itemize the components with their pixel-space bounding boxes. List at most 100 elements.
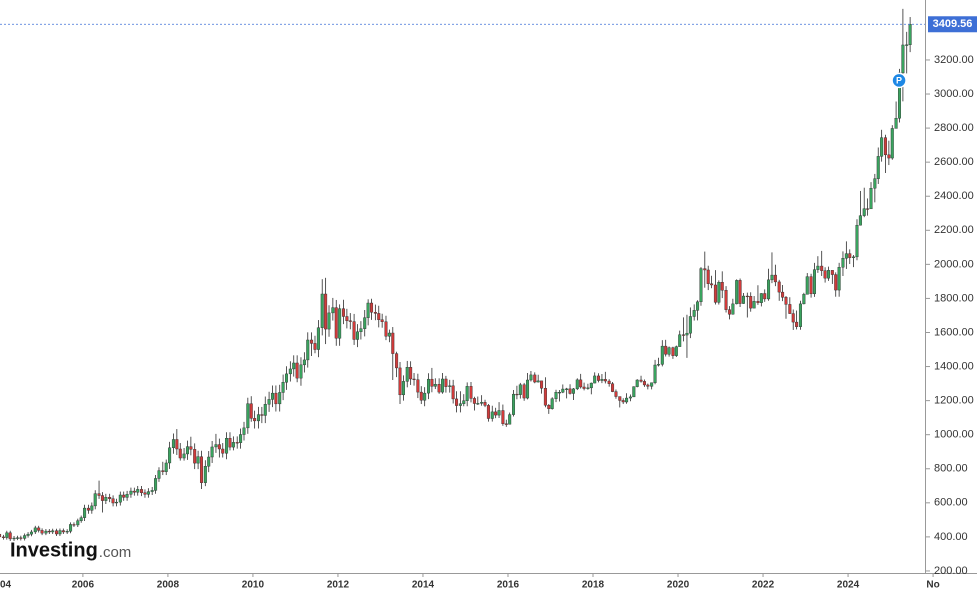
candle-body xyxy=(575,379,579,390)
candle-body xyxy=(320,293,324,328)
candle-body xyxy=(125,494,129,498)
candle-body xyxy=(430,378,434,387)
candle-body xyxy=(579,379,583,388)
candle-body xyxy=(409,367,413,380)
candle-body xyxy=(656,364,660,366)
candle-body xyxy=(628,396,632,399)
y-tick-label: 200.00 xyxy=(934,565,968,577)
candle-body xyxy=(373,312,377,314)
candle-body xyxy=(313,343,317,350)
candle-body xyxy=(876,156,880,179)
candle-body xyxy=(444,378,448,387)
candle-body xyxy=(83,507,87,518)
candle-body xyxy=(288,368,292,375)
x-tick-label: No xyxy=(926,580,939,591)
candle-body xyxy=(40,530,44,534)
candle-body xyxy=(58,530,62,535)
y-tick-label: 2000.00 xyxy=(934,258,974,270)
candle-body xyxy=(285,373,289,383)
x-tick-label: 2018 xyxy=(582,580,605,591)
candle-body xyxy=(193,449,197,464)
y-tick-label: 3200.00 xyxy=(934,54,974,66)
y-tick-label: 2400.00 xyxy=(934,190,974,202)
candle-body xyxy=(12,537,16,540)
candle-body xyxy=(310,339,314,344)
candle-body xyxy=(104,497,108,501)
x-tick-label: 2024 xyxy=(837,580,860,591)
candle-body xyxy=(161,470,165,472)
candle-body xyxy=(696,301,700,311)
candle-body xyxy=(508,414,512,425)
candle-body xyxy=(642,381,646,386)
candle-body xyxy=(834,274,838,291)
candle-body xyxy=(540,380,544,389)
candle-body xyxy=(741,295,745,304)
candle-body xyxy=(852,256,856,258)
candle-body xyxy=(639,379,643,382)
candle-body xyxy=(391,332,395,354)
candle-body xyxy=(412,378,416,380)
event-marker xyxy=(891,72,907,89)
candle-body xyxy=(699,268,703,303)
candle-body xyxy=(79,517,83,521)
y-tick-label: 1600.00 xyxy=(934,326,974,338)
x-tick-label: 2014 xyxy=(412,580,435,591)
candle-body xyxy=(812,269,816,295)
candle-body xyxy=(671,347,675,356)
candle-body xyxy=(324,293,328,330)
candle-body xyxy=(653,364,657,383)
candle-body xyxy=(348,320,352,322)
candle-body xyxy=(352,321,356,340)
candle-body xyxy=(543,387,547,406)
candle-body xyxy=(632,386,636,398)
candle-body xyxy=(108,497,112,499)
candle-body xyxy=(501,410,505,424)
candle-body xyxy=(855,224,859,258)
candle-body xyxy=(239,434,243,443)
candle-body xyxy=(97,493,101,496)
candle-body xyxy=(281,382,285,393)
candle-body xyxy=(448,385,452,387)
candle-body xyxy=(76,520,80,526)
candle-body xyxy=(547,405,551,409)
candle-body xyxy=(182,453,186,459)
y-tick-label: 2800.00 xyxy=(934,122,974,134)
event-marker-label: P xyxy=(896,75,902,85)
candle-body xyxy=(809,276,813,295)
candle-body xyxy=(214,444,218,448)
x-tick-label: 2012 xyxy=(327,580,350,591)
candle-body xyxy=(621,400,625,403)
candle-body xyxy=(837,267,841,291)
candle-body xyxy=(866,208,870,210)
y-tick-label: 1800.00 xyxy=(934,292,974,304)
candle-body xyxy=(136,489,140,493)
candle-body xyxy=(455,398,459,406)
candle-body xyxy=(146,491,150,495)
watermark-main: Investing xyxy=(10,539,98,561)
candle-body xyxy=(132,490,136,493)
candle-body xyxy=(292,362,296,370)
candle-body xyxy=(29,531,33,535)
x-tick-label: 2006 xyxy=(72,580,95,591)
candle-body xyxy=(600,379,604,381)
candle-body xyxy=(274,392,278,405)
candle-body xyxy=(480,402,484,404)
y-tick-label: 800.00 xyxy=(934,463,968,475)
candle-body xyxy=(299,364,303,379)
candle-body xyxy=(338,308,342,339)
candle-body xyxy=(419,391,423,401)
candle-body xyxy=(278,392,282,405)
candle-body xyxy=(841,258,845,268)
candle-body xyxy=(0,533,2,538)
candle-body xyxy=(713,284,717,303)
candle-body xyxy=(720,282,724,291)
candle-body xyxy=(185,446,189,455)
watermark-suffix: .com xyxy=(99,544,132,561)
candle-body xyxy=(359,328,363,333)
candle-body xyxy=(667,347,671,355)
candle-body xyxy=(100,495,104,501)
watermark: Investing .com xyxy=(10,539,131,561)
candle-body xyxy=(589,382,593,389)
candle-body xyxy=(55,530,59,535)
